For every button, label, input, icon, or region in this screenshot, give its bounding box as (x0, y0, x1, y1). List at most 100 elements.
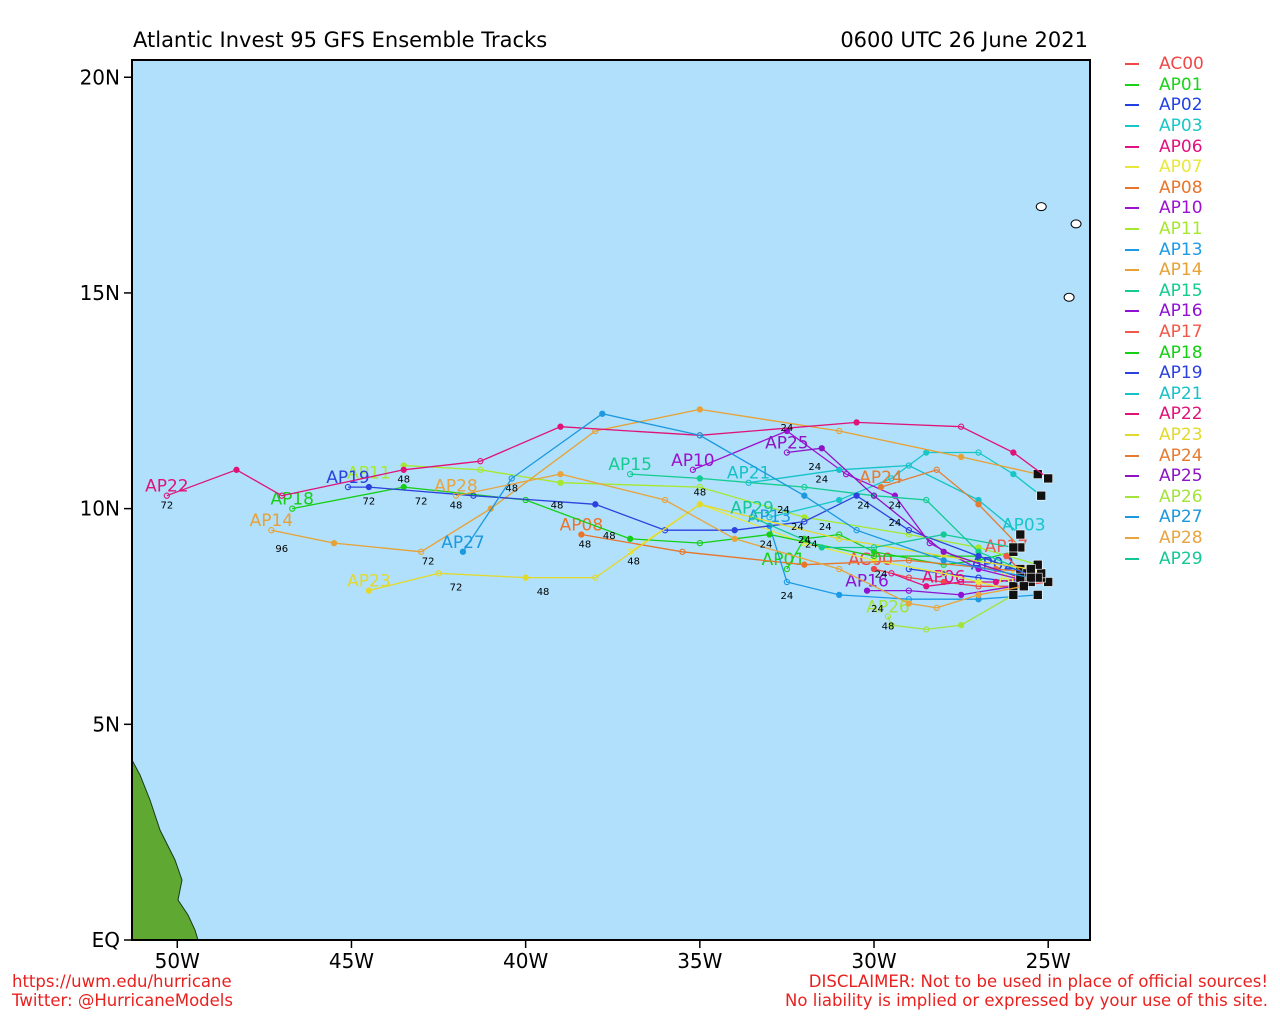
legend-swatch (1125, 248, 1139, 251)
y-tick-label: EQ (92, 928, 120, 952)
track-line (271, 408, 1038, 553)
legend-swatch (1125, 475, 1139, 478)
track-ap03: AP03 (766, 449, 1047, 536)
legend-swatch (1125, 413, 1139, 416)
track-start-marker (1008, 590, 1019, 600)
track-point (578, 531, 585, 538)
legend-label: AC00 (1159, 54, 1204, 75)
track-point (933, 604, 940, 611)
track-point (940, 570, 947, 577)
track-point (940, 548, 947, 555)
track-point (1010, 470, 1017, 478)
track-line (403, 464, 1038, 566)
track-point (592, 501, 599, 508)
track-label: AP18 (270, 490, 314, 510)
track-point (477, 466, 484, 473)
legend-item-ap13: AP13 (1120, 239, 1280, 260)
forecast-hour-label: 24 (777, 505, 790, 516)
track-point (836, 427, 843, 435)
legend-swatch (1125, 289, 1139, 292)
island-cape-verde-north (1035, 202, 1047, 212)
legend-item-ap22: AP22 (1120, 404, 1280, 425)
legend-swatch (1125, 557, 1139, 560)
track-point (330, 539, 338, 547)
track-point (923, 583, 930, 590)
track-point (557, 470, 564, 478)
forecast-hour-label: 24 (815, 475, 828, 486)
track-point (163, 492, 170, 499)
forecast-hour-label: 48 (627, 557, 640, 568)
track-line (581, 533, 1042, 574)
track-start-marker (1025, 572, 1036, 583)
x-tick-label: 35W (677, 949, 722, 973)
track-point (905, 600, 913, 607)
legend: AC00 AP01 AP02 AP03 AP06 AP07 AP08 AP10 AP11 AP13… (1120, 54, 1280, 569)
track-ap14: AP14 (250, 406, 1043, 555)
track-label: AP23 (347, 572, 391, 592)
track-point (783, 578, 791, 586)
track-point (975, 552, 982, 560)
track-point (557, 479, 564, 486)
track-point (905, 531, 913, 538)
track-point (783, 565, 791, 573)
y-tick-label: 5N (92, 712, 120, 736)
legend-swatch (1125, 83, 1139, 86)
track-point (459, 548, 467, 555)
track-point (268, 527, 275, 534)
track-point (957, 453, 965, 461)
footer-url[interactable]: https://uwm.edu/hurricane (12, 972, 232, 991)
track-label: AP21 (727, 464, 771, 484)
legend-swatch (1125, 372, 1139, 375)
track-line (455, 473, 1024, 609)
forecast-hour-label: 72 (363, 496, 376, 507)
legend-swatch (1125, 166, 1139, 169)
track-point (748, 514, 756, 521)
track-line (751, 516, 1014, 549)
track-point (557, 423, 564, 430)
x-tick-label: 45W (329, 949, 374, 973)
legend-item-ap03: AP03 (1120, 116, 1280, 137)
legend-swatch (1125, 145, 1139, 148)
legend-item-ap19: AP19 (1120, 363, 1280, 384)
track-point (905, 527, 913, 534)
track-ap28: AP28 (434, 470, 1029, 611)
track-point (853, 492, 860, 499)
track-label: AP11 (347, 464, 391, 484)
track-point (731, 527, 738, 534)
track-ap24: AP24 (859, 466, 1026, 553)
track-point (696, 483, 703, 491)
track-point (957, 591, 965, 599)
track-start-marker (1025, 564, 1036, 574)
forecast-hour-label: 48 (882, 621, 895, 632)
legend-swatch (1125, 454, 1139, 457)
legend-item-ap08: AP08 (1120, 178, 1280, 199)
track-point (1010, 449, 1017, 456)
legend-swatch (1125, 104, 1139, 107)
x-tick-label: 50W (155, 949, 200, 973)
legend-item-ap24: AP24 (1120, 445, 1280, 466)
track-point (870, 544, 878, 551)
forecast-hour-label: 24 (819, 522, 832, 533)
forecast-hour-label: 48 (693, 488, 706, 499)
track-point (836, 531, 843, 538)
legend-label: AP28 (1159, 527, 1203, 548)
track-point (940, 531, 947, 538)
track-ap26: AP26 (866, 590, 1019, 633)
track-line (462, 413, 1031, 579)
track-point (696, 432, 703, 439)
track-point (801, 483, 808, 491)
x-tick-label: 25W (1026, 949, 1071, 973)
track-ap22: AP22 (145, 419, 1053, 499)
legend-item-ap10: AP10 (1120, 198, 1280, 219)
legend-item-ap07: AP07 (1120, 157, 1280, 178)
legend-item-ap26: AP26 (1120, 486, 1280, 507)
track-point (731, 535, 738, 542)
track-start-marker (1015, 529, 1026, 540)
track-point (452, 492, 460, 499)
legend-swatch (1125, 207, 1139, 210)
track-ap29: AP29 (730, 498, 1019, 553)
legend-item-ap02: AP02 (1120, 95, 1280, 116)
forecast-hour-label: 24 (871, 604, 884, 615)
track-label: AP15 (608, 455, 652, 475)
forecast-hour-label: 24 (857, 501, 870, 512)
